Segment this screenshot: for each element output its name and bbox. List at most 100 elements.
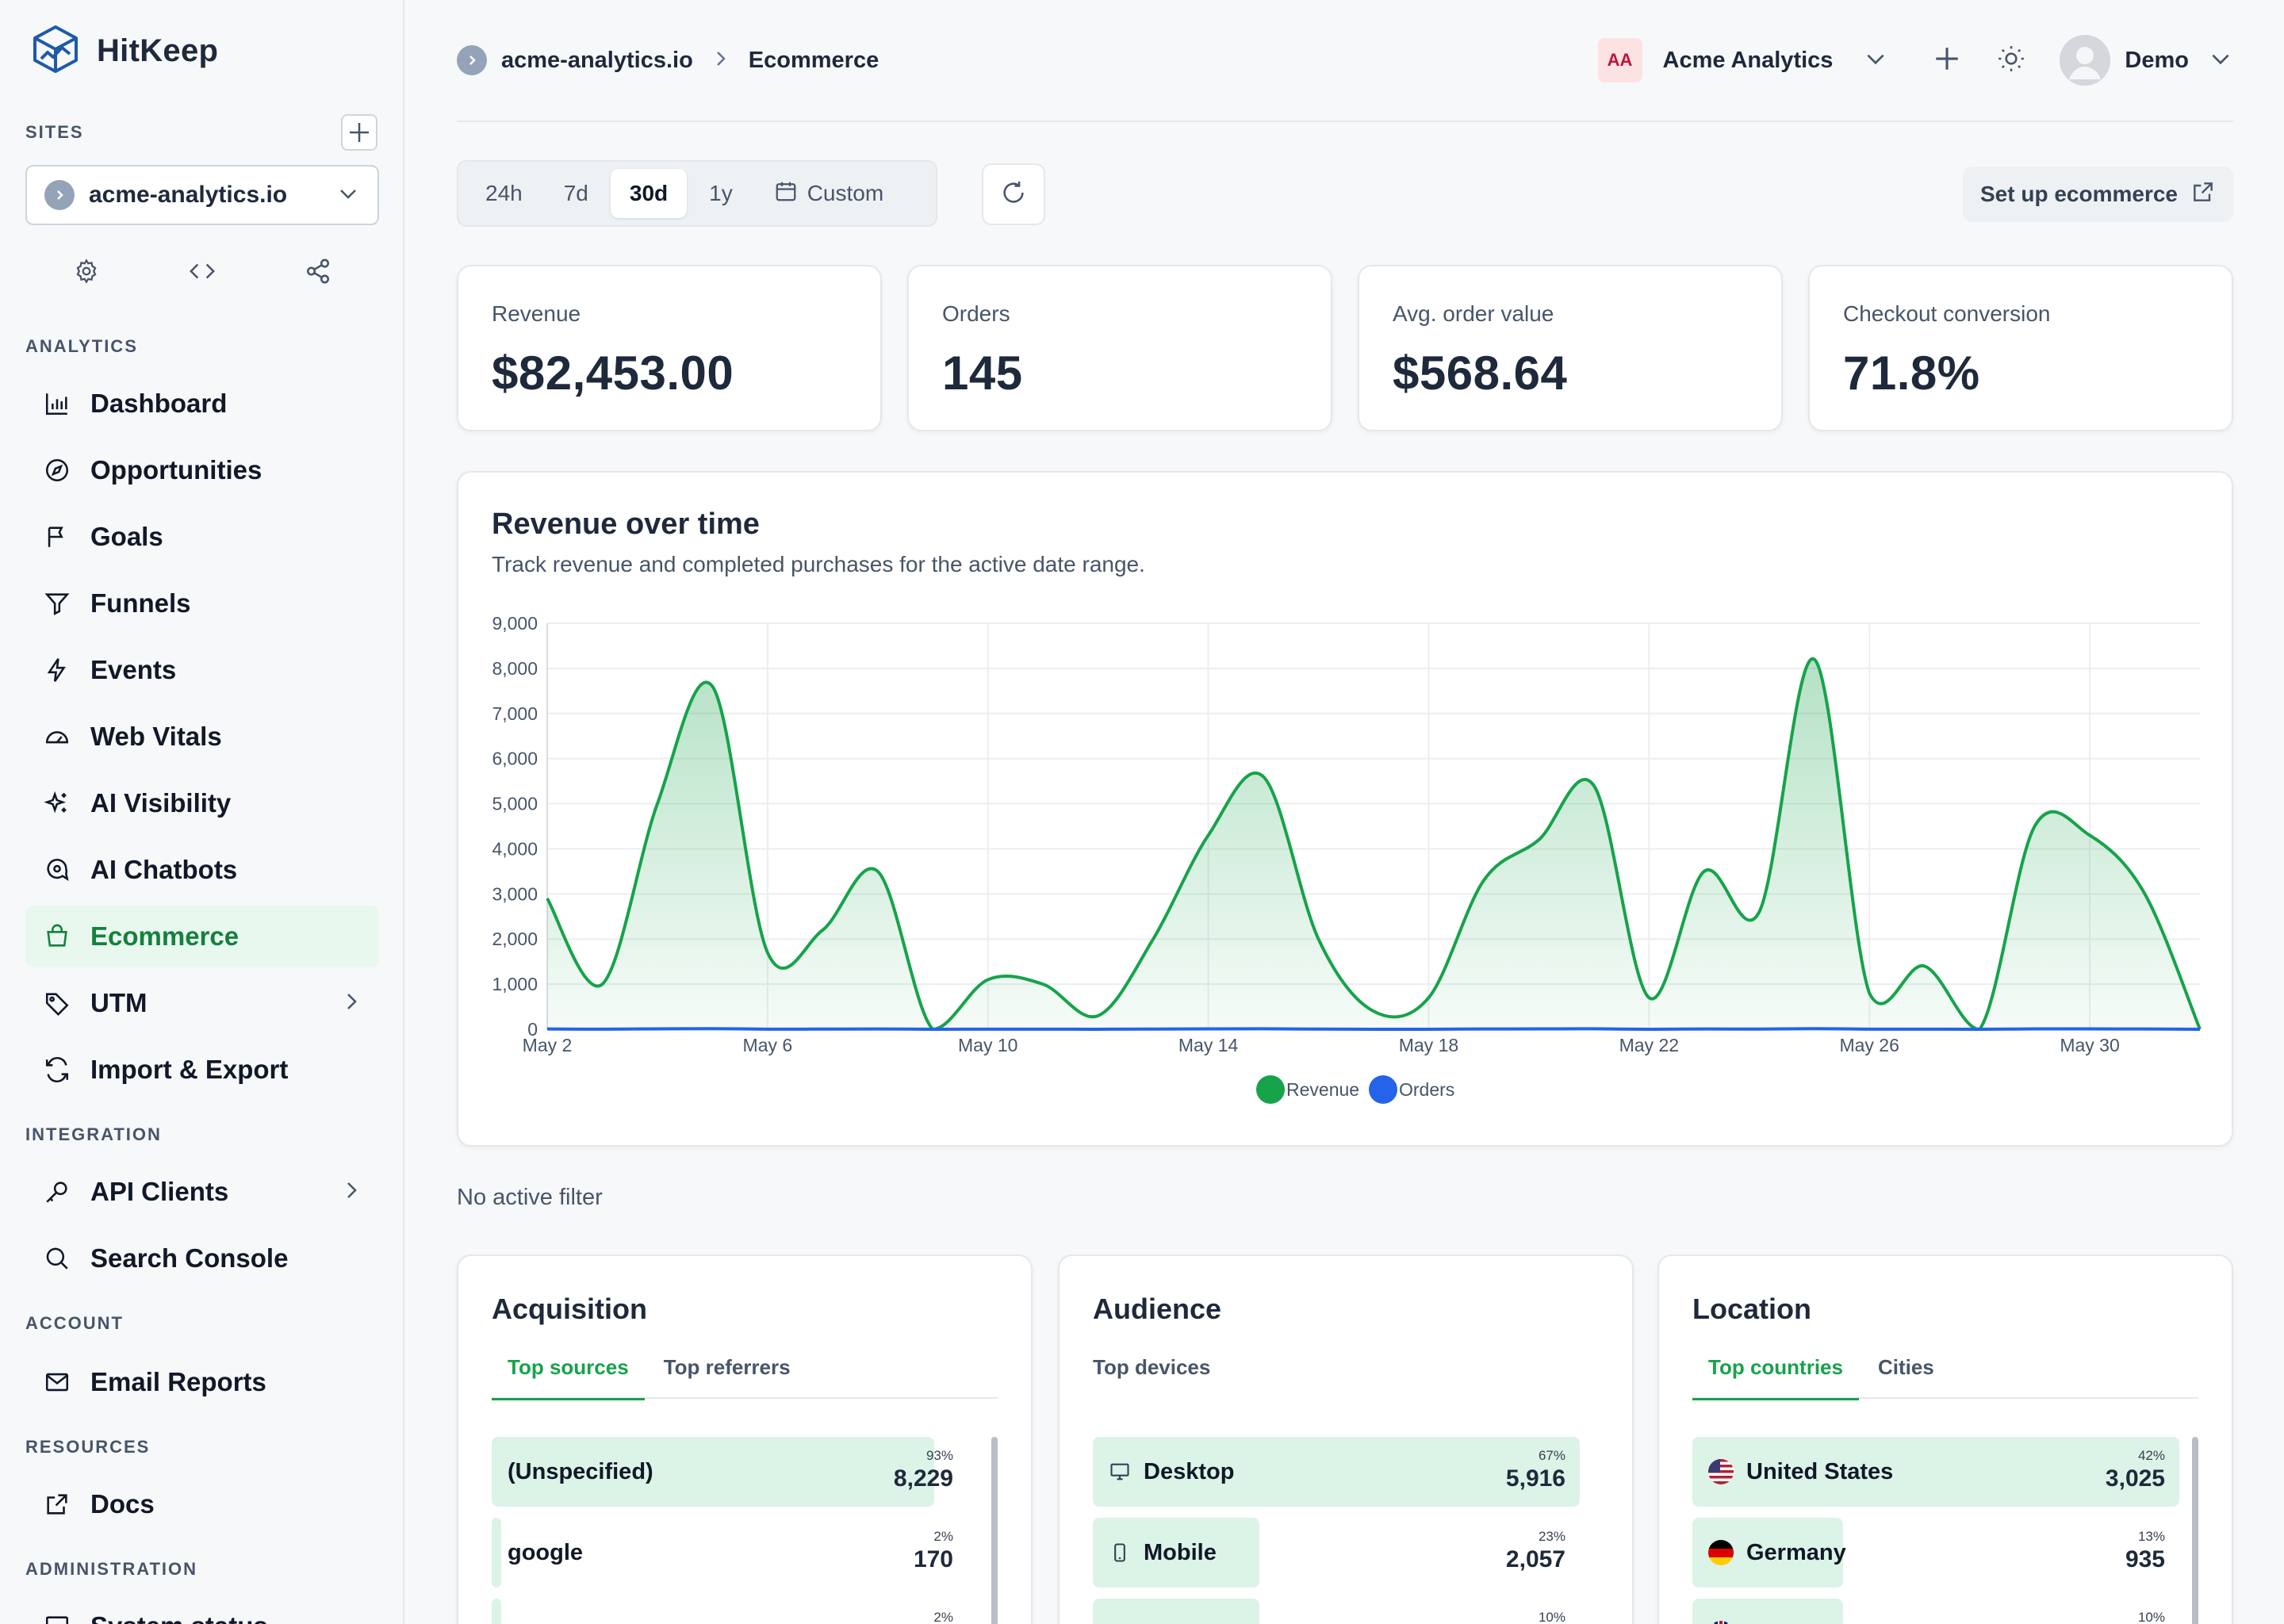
revenue-series-line <box>546 657 2202 1032</box>
sidebar-item-ecommerce[interactable]: Ecommerce <box>25 906 379 967</box>
avatar[interactable] <box>2060 35 2111 86</box>
row-share-bar <box>492 1518 501 1588</box>
share-icon[interactable] <box>302 255 334 287</box>
filter-status: No active filter <box>457 1185 603 1210</box>
sidebar-item-opportunities[interactable]: Opportunities <box>25 439 379 501</box>
lightning-icon <box>43 656 71 684</box>
range-24h-button[interactable]: 24h <box>485 181 523 205</box>
add-icon[interactable] <box>1931 43 1963 79</box>
list-item[interactable]: United States 42% 3,025 <box>1692 1437 2179 1507</box>
range-30d-button[interactable]: 30d <box>610 169 688 218</box>
range-7d-button[interactable]: 7d <box>563 181 588 205</box>
legend-label: Revenue <box>1286 1079 1359 1100</box>
chevron-down-icon <box>336 182 360 209</box>
sidebar-item-funnels[interactable]: Funnels <box>25 573 379 634</box>
add-site-button[interactable] <box>341 114 377 151</box>
sidebar-item-dashboard[interactable]: Dashboard <box>25 373 379 435</box>
sidebar-item-email-reports[interactable]: Email Reports <box>25 1351 379 1413</box>
tab-top-referrers[interactable]: Top referrers <box>663 1355 791 1379</box>
chat-search-icon <box>43 856 71 884</box>
tracking-code-icon[interactable] <box>186 255 218 287</box>
tab-top-devices[interactable]: Top devices <box>1093 1355 1211 1379</box>
sidebar-item-web-vitals[interactable]: Web Vitals <box>25 706 379 768</box>
chevron-right-icon <box>711 48 731 73</box>
user-menu-chevron-down-icon[interactable] <box>2208 46 2233 75</box>
row-content: google <box>492 1518 583 1588</box>
sidebar-item-utm[interactable]: UTM <box>25 972 379 1034</box>
org-badge: AA <box>1597 38 1642 82</box>
row-label: Mobile <box>1144 1539 1217 1565</box>
y-tick-label: 4,000 <box>492 838 538 859</box>
sidebar-item-docs[interactable]: Docs <box>25 1473 379 1535</box>
breadcrumb-site[interactable]: acme-analytics.io <box>501 47 693 73</box>
tab-cities[interactable]: Cities <box>1877 1355 1934 1379</box>
refresh-button[interactable] <box>982 163 1045 225</box>
user-name[interactable]: Demo <box>2125 47 2189 73</box>
sidebar-item-system-status[interactable]: System status <box>25 1595 379 1624</box>
sidebar-item-label: Import & Export <box>90 1055 289 1084</box>
list-item[interactable]: United Kingdom 10% <box>1692 1599 2179 1624</box>
row-content: United Kingdom <box>1692 1599 1924 1624</box>
orders-series-line <box>546 1027 2201 1032</box>
acquisition-tabs: Top sources Top referrers <box>492 1350 998 1400</box>
list-item[interactable]: Desktop 67% 5,916 <box>1093 1437 1580 1507</box>
site-selector[interactable]: acme-analytics.io <box>25 165 379 225</box>
range-custom-button[interactable]: Custom <box>755 169 902 218</box>
tab-top-sources[interactable]: Top sources <box>492 1350 645 1400</box>
sidebar-item-api-clients[interactable]: API Clients <box>25 1161 379 1223</box>
key-icon <box>43 1178 71 1206</box>
row-value: 935 <box>2125 1546 2165 1572</box>
list-item[interactable]: Tablet 10% <box>1093 1599 1580 1624</box>
tag-icon <box>43 989 71 1017</box>
sidebar-item-goals[interactable]: Goals <box>25 506 379 568</box>
gauge-icon <box>43 722 71 751</box>
scrollbar-thumb[interactable] <box>991 1437 998 1624</box>
y-tick-label: 0 <box>527 1019 538 1040</box>
sidebar-item-import-export[interactable]: Import & Export <box>25 1039 379 1101</box>
org-switcher-chevron-down-icon[interactable] <box>1863 46 1888 75</box>
sidebar-item-events[interactable]: Events <box>25 639 379 701</box>
row-share-bar <box>1093 1599 1259 1624</box>
mobile-icon <box>1109 1542 1131 1564</box>
row-label: producthunt <box>508 1621 643 1624</box>
site-settings-gear-icon[interactable] <box>71 255 102 287</box>
scrollbar-thumb[interactable] <box>2192 1437 2198 1624</box>
brand[interactable]: HitKeep <box>32 24 218 78</box>
audience-panel: Audience Top devices Desktop 67% 5,916 Mobi… <box>1058 1254 1634 1624</box>
y-tick-label: 7,000 <box>492 703 538 724</box>
list-item[interactable]: Germany 13% 935 <box>1692 1518 2179 1588</box>
audience-tabs: Top devices <box>1093 1350 1599 1399</box>
account-section-label: ACCOUNT <box>25 1313 124 1333</box>
row-value: 3,025 <box>2105 1465 2165 1492</box>
list-item[interactable]: google 2% 170 <box>492 1518 968 1588</box>
legend-label: Orders <box>1399 1079 1454 1100</box>
row-percent: 23% <box>1538 1529 1565 1544</box>
row-content: Germany <box>1692 1518 1846 1588</box>
row-percent: 93% <box>925 1448 953 1463</box>
x-tick-label: May 22 <box>1619 1035 1679 1055</box>
tab-top-countries[interactable]: Top countries <box>1692 1350 1859 1400</box>
row-content: (Unspecified) <box>492 1437 653 1507</box>
y-tick-label: 1,000 <box>492 974 538 994</box>
sites-section-label: SITES <box>25 122 84 142</box>
row-content: Desktop <box>1093 1437 1234 1507</box>
row-label: google <box>508 1539 584 1565</box>
location-panel: Location Top countries Cities United Sta… <box>1657 1254 2233 1624</box>
theme-sun-icon[interactable] <box>1996 44 2026 78</box>
sidebar-item-ai-chatbots[interactable]: AI Chatbots <box>25 839 379 901</box>
row-percent: 42% <box>2137 1448 2165 1463</box>
range-1y-button[interactable]: 1y <box>709 181 733 205</box>
bar-chart-icon <box>43 389 71 418</box>
search-icon <box>43 1244 71 1273</box>
list-item[interactable]: producthunt 2% <box>492 1599 968 1624</box>
row-value: 2,057 <box>1505 1546 1565 1572</box>
setup-ecommerce-button[interactable]: Set up ecommerce <box>1963 167 2233 222</box>
administration-section-label: ADMINISTRATION <box>25 1559 198 1579</box>
sidebar-item-label: Email Reports <box>90 1367 266 1396</box>
org-name[interactable]: Acme Analytics <box>1662 47 1834 73</box>
sidebar-item-search-console[interactable]: Search Console <box>25 1228 379 1289</box>
list-item[interactable]: (Unspecified) 93% 8,229 <box>492 1437 968 1507</box>
kpi-avg-order-value: Avg. order value $568.64 <box>1358 265 1783 431</box>
list-item[interactable]: Mobile 23% 2,057 <box>1093 1518 1580 1588</box>
sidebar-item-ai-visibility[interactable]: AI Visibility <box>25 772 379 834</box>
